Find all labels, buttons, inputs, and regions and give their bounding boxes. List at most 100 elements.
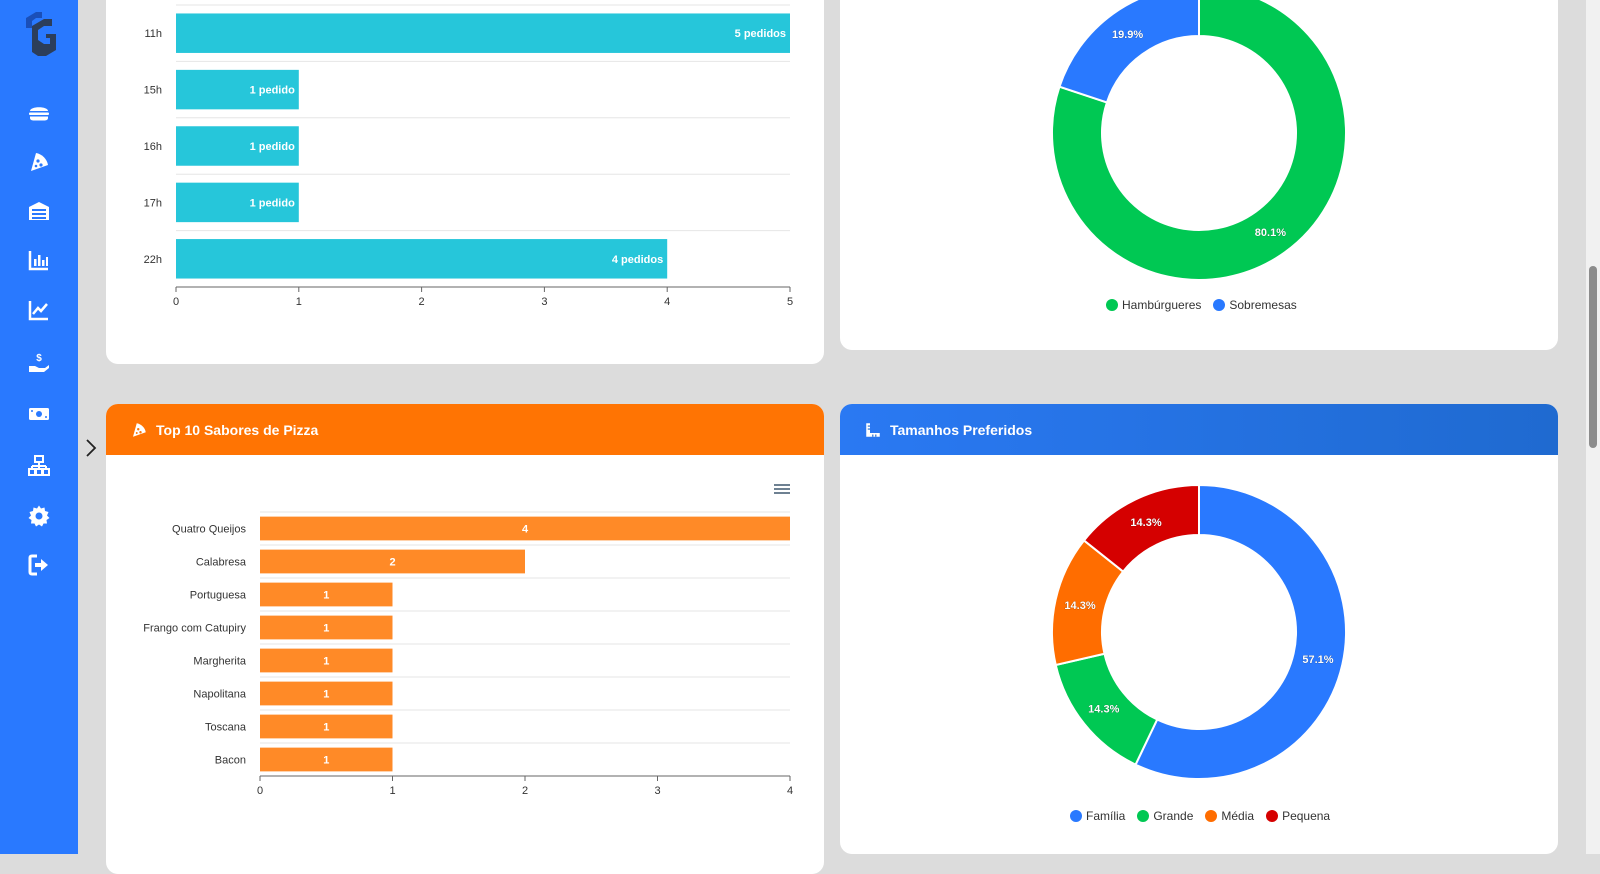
bar-data-label: 1 pedido [250,141,296,153]
g-logo-icon[interactable] [22,8,60,62]
bar [260,747,393,772]
sidebar: $ [0,0,78,854]
legend-label: Sobremesas [1229,298,1297,312]
donut-slice [1058,0,1200,104]
bar [176,126,299,166]
bar-data-label: 1 [323,689,329,701]
pizza-flavors-header: Top 10 Sabores de Pizza [106,404,824,455]
bar-data-label: 4 pedidos [612,254,663,266]
sizes-donut-card: Tamanhos Preferidos 57.1% 14.3% 14.3% 14.3%… [840,404,1558,854]
legend-item[interactable]: Grande [1137,809,1193,823]
pizza-icon[interactable] [25,148,53,176]
legend-label: Família [1086,809,1126,823]
bar-data-label: 1 [323,590,329,602]
category-tick-label: Napolitana [193,689,246,701]
bar-chart-icon[interactable] [25,246,53,274]
legend-marker [1205,810,1218,822]
slice-data-label: 14.3% [1064,600,1095,612]
legend-item[interactable]: Sobremesas [1213,298,1297,312]
donut-slice [1134,483,1347,780]
x-tick-label: 3 [654,785,660,797]
bar-data-label: 2 [389,557,395,569]
drawer-icon[interactable] [25,197,53,225]
cash-icon[interactable] [25,400,53,428]
page-scrollbar[interactable] [1586,0,1600,854]
category-tick-label: Frango com Catupiry [143,623,246,635]
pizza-flavors-title: Top 10 Sabores de Pizza [156,421,319,438]
bar [260,582,393,607]
ruler-icon [866,422,880,437]
sidebar-toggle-chevron-icon[interactable] [82,436,100,460]
category-tick-label: 16h [144,141,162,153]
line-chart-icon[interactable] [25,296,53,324]
bar-data-label: 1 [323,755,329,767]
bar [260,714,393,739]
legend-label: Grande [1153,809,1194,823]
x-tick-label: 4 [664,296,670,308]
legend-marker [1070,810,1082,822]
bar [260,681,393,706]
bar [176,13,790,53]
hourly-orders-card: 5 pedidos 11h 1 pedido 15h 1 pedido 16h 1 pedi… [106,0,824,364]
bar [260,516,790,541]
scrollbar-thumb[interactable] [1589,266,1597,448]
categories-legend: Hambúrgueres Sobremesas [1106,298,1297,312]
bar-data-label: 1 [323,656,329,668]
bar-data-label: 1 [323,623,329,635]
x-tick-label: 2 [522,785,528,797]
network-icon[interactable] [25,452,53,480]
category-tick-label: 15h [144,85,162,97]
x-tick-label: 3 [541,296,547,308]
donut-slice [1051,0,1347,281]
x-tick-label: 5 [787,296,793,308]
pizza-flavors-card: Top 10 Sabores de Pizza 4 Quatro Queijos 2… [106,404,824,874]
chart-menu-icon[interactable] [774,482,790,501]
pizza-icon [133,422,146,437]
sizes-legend: Família Grande Média Pequena [1070,809,1330,823]
hamburger-icon[interactable] [25,99,53,127]
x-tick-label: 1 [389,785,395,797]
legend-item[interactable]: Família [1070,809,1125,823]
legend-item[interactable]: Pequena [1266,809,1330,823]
bar [176,69,299,110]
slice-data-label: 19.9% [1112,29,1143,41]
slice-data-label: 14.3% [1130,517,1161,529]
category-tick-label: Margherita [193,656,246,668]
category-tick-label: 11h [144,28,162,40]
legend-item[interactable]: Hambúrgueres [1106,298,1201,312]
gear-icon[interactable] [25,502,53,530]
hourly-orders-chart: 5 pedidos 11h 1 pedido 15h 1 pedido 16h 1 pedi… [144,4,793,308]
category-tick-label: Calabresa [196,557,247,569]
bar [260,648,393,673]
legend-label: Hambúrgueres [1122,298,1202,312]
bar [176,239,668,279]
sizes-donut-chart: 57.1% 14.3% 14.3% 14.3% [1051,483,1347,780]
category-tick-label: Toscana [205,722,247,734]
bar [260,549,525,574]
slice-data-label: 80.1% [1255,227,1286,239]
categories-donut-chart: 80.1% 19.9% [1051,0,1347,281]
legend-label: Pequena [1282,809,1331,823]
hand-money-icon[interactable]: $ [25,349,53,377]
logout-icon[interactable] [25,551,53,579]
x-tick-label: 4 [787,785,793,797]
slice-data-label: 57.1% [1302,654,1333,666]
legend-marker [1137,810,1150,822]
legend-marker [1266,810,1279,822]
bar [176,182,299,223]
donut-slice [1082,483,1200,573]
legend-item[interactable]: Média [1205,809,1254,823]
bar-data-label: 1 [323,722,329,734]
bar-data-label: 4 [522,524,529,536]
category-tick-label: 17h [144,197,162,209]
category-tick-label: 22h [144,254,162,266]
x-tick-label: 2 [419,296,425,308]
sizes-title: Tamanhos Preferidos [890,421,1033,438]
legend-label: Média [1221,809,1255,823]
bar-data-label: 1 pedido [250,197,296,209]
categories-donut-card: 80.1% 19.9% Hambúrgueres Sobremesas [840,0,1558,350]
category-tick-label: Bacon [215,755,246,767]
bar-data-label: 5 pedidos [735,28,786,40]
slice-data-label: 14.3% [1088,703,1119,715]
category-tick-label: Quatro Queijos [172,524,246,536]
